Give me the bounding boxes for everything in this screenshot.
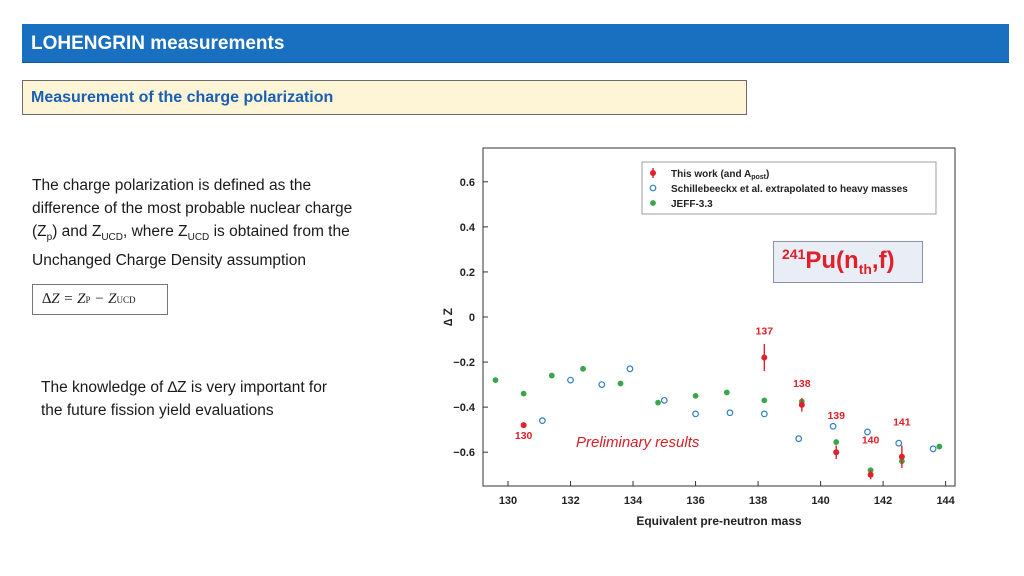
y-axis-title: ∆ Z	[441, 308, 455, 326]
definition-line: (Zp) and ZUCD, where ZUCD is obtained fr…	[32, 223, 350, 244]
mass-label: 138	[793, 378, 811, 390]
y-tick-label: 0	[469, 312, 475, 324]
jeff-point	[580, 365, 586, 372]
jeff-point	[492, 377, 499, 383]
x-tick-label: 132	[561, 495, 579, 507]
jeff-point	[936, 443, 943, 450]
legend-marker-this-work	[650, 170, 656, 176]
this-work-point	[898, 453, 905, 460]
schillebeeckx-point	[895, 439, 903, 447]
x-tick-label: 140	[811, 495, 829, 507]
formula-box: ∆Z = ZP − ZUCD	[32, 284, 168, 315]
jeff-point	[723, 389, 730, 396]
definition-text: The charge polarization is defined as th…	[32, 174, 412, 272]
mass-label: 141	[893, 417, 911, 429]
schillebeeckx-point	[929, 445, 937, 453]
this-work-point	[761, 354, 768, 361]
legend-label: Schillebeeckx et al. extrapolated to hea…	[671, 184, 908, 195]
legend-marker-schillebeeckx	[649, 184, 657, 192]
schillebeeckx-point	[692, 410, 699, 418]
this-work-point	[798, 401, 805, 408]
jeff-point	[520, 390, 527, 397]
schillebeeckx-point	[726, 409, 734, 417]
schillebeeckx-point	[660, 396, 668, 404]
jeff-point	[761, 397, 768, 404]
y-tick-label: −0.6	[453, 447, 475, 459]
x-axis-title: Equivalent pre-neutron mass	[636, 514, 802, 528]
mass-label: 130	[515, 430, 533, 442]
page-title: LOHENGRIN measurements	[31, 33, 285, 54]
this-work-point	[833, 449, 840, 456]
x-tick-label: 134	[624, 495, 643, 507]
mass-label: 137	[756, 326, 774, 338]
x-tick-label: 130	[499, 495, 517, 507]
x-tick-label: 144	[936, 495, 955, 507]
this-work-point	[867, 471, 874, 478]
legend-label: JEFF-3.3	[671, 199, 713, 210]
mass-label: 139	[827, 410, 845, 422]
chart-legend: This work (and Apost) Schillebeeckx et al…	[641, 161, 937, 215]
preliminary-note: Preliminary results	[576, 434, 700, 451]
mass-label: 140	[862, 435, 880, 447]
legend-box	[641, 161, 937, 215]
definition-line: The charge polarization is defined as th…	[32, 177, 312, 194]
this-work-point	[520, 422, 527, 429]
legend-marker-jeff	[650, 200, 656, 206]
y-tick-label: 0.6	[460, 177, 475, 189]
schillebeeckx-point	[864, 428, 871, 436]
schillebeeckx-point	[538, 417, 546, 425]
section-title: Measurement of the charge polarization	[31, 89, 334, 106]
schillebeeckx-point	[626, 365, 634, 373]
legend-label: This work (and Apost)	[671, 169, 769, 181]
x-tick-label: 142	[874, 495, 892, 507]
schillebeeckx-point	[795, 435, 803, 443]
definition-line: Unchanged Charge Density assumption	[32, 252, 306, 270]
knowledge-text: The knowledge of ∆Z is very important fo…	[41, 376, 401, 422]
delta-z-chart: 130 132 134 136 138 140 142 144 0.6 0.4 0.2 0 −0.2 −0…	[441, 147, 956, 528]
schillebeeckx-point	[598, 381, 606, 389]
title-bar: LOHENGRIN measurements	[22, 24, 1009, 63]
schillebeeckx-point	[829, 422, 837, 430]
y-tick-label: −0.4	[453, 402, 476, 414]
x-tick-label: 138	[749, 495, 767, 507]
jeff-point	[548, 372, 555, 379]
y-tick-label: 0.2	[460, 267, 475, 279]
schillebeeckx-point	[760, 410, 768, 418]
y-tick-label: 0.4	[460, 222, 476, 234]
knowledge-line: The knowledge of ∆Z is very important fo…	[41, 379, 328, 396]
definition-line: difference of the most probable nuclear …	[32, 200, 353, 217]
section-title-box: Measurement of the charge polarization	[22, 80, 747, 115]
reaction-label-box: 241Pu(nth,f)	[773, 241, 923, 283]
x-tick-label: 136	[686, 495, 704, 507]
y-tick-label: −0.2	[453, 357, 475, 369]
schillebeeckx-point	[567, 376, 574, 384]
jeff-point	[833, 439, 840, 445]
reaction-label: 241Pu(nth,f)	[782, 246, 895, 277]
jeff-point	[617, 380, 624, 387]
jeff-point	[655, 399, 661, 406]
knowledge-line: the future fission yield evaluations	[41, 402, 274, 419]
delta-z-formula: ∆Z = ZP − ZUCD	[42, 291, 136, 307]
jeff-point	[692, 392, 699, 399]
